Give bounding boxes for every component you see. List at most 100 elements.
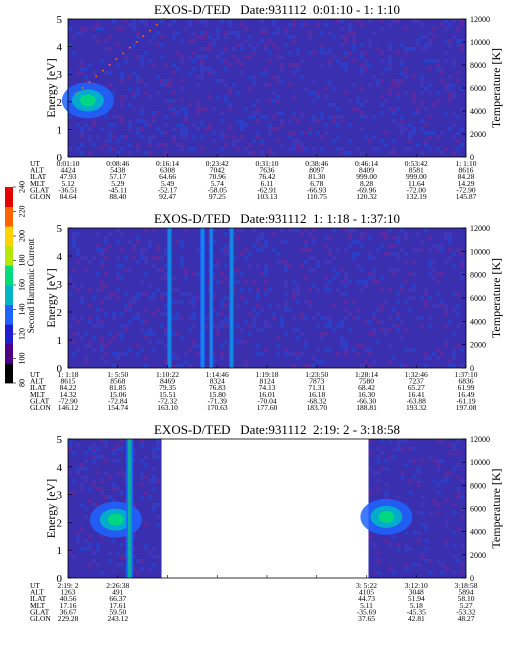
spectrogram-cell bbox=[156, 555, 160, 559]
spectrogram-cell bbox=[128, 23, 132, 27]
spectrogram-cell bbox=[276, 352, 280, 356]
spectrogram-cell bbox=[344, 300, 348, 304]
spectrogram-cell bbox=[180, 143, 184, 147]
spectrogram-cell bbox=[280, 79, 284, 83]
spectrogram-cell bbox=[268, 304, 272, 308]
spectrogram-cell bbox=[192, 272, 196, 276]
spectrogram-cell bbox=[112, 316, 116, 320]
spectrogram-cell bbox=[240, 228, 244, 232]
spectrogram-cell bbox=[212, 71, 216, 75]
spectrogram-cell bbox=[164, 151, 168, 155]
spectrogram-cell bbox=[116, 459, 120, 463]
spectrogram-cell bbox=[308, 268, 312, 272]
spectrogram-cell bbox=[216, 324, 220, 328]
spectrogram-cell bbox=[456, 491, 461, 495]
spectrogram-cell bbox=[328, 47, 332, 51]
spectrogram-cell bbox=[164, 63, 168, 67]
spectrogram-cell bbox=[132, 555, 136, 559]
spectrogram-cell bbox=[96, 244, 100, 248]
spectrogram-cell bbox=[100, 439, 104, 443]
spectrogram-cell bbox=[228, 127, 232, 131]
spectrogram-cell bbox=[452, 356, 456, 360]
spectrogram-cell bbox=[456, 147, 460, 151]
spectrogram-cell bbox=[424, 304, 428, 308]
spectrogram-cell bbox=[372, 268, 376, 272]
spectrogram-cell bbox=[372, 328, 376, 332]
spectrogram-cell bbox=[456, 324, 460, 328]
spectrogram-cell bbox=[460, 507, 465, 511]
table-cell: 8124 bbox=[260, 377, 275, 386]
spectrogram-cell bbox=[356, 19, 360, 23]
spectrogram-cell bbox=[160, 79, 164, 83]
spectrogram-cell bbox=[336, 272, 340, 276]
spectrogram-cell bbox=[420, 316, 424, 320]
table-row-label: GLON bbox=[30, 403, 51, 412]
spectrogram-cell bbox=[292, 35, 296, 39]
spectrogram-cell bbox=[296, 288, 300, 292]
spectrogram-cell bbox=[324, 236, 328, 240]
spectrogram-cell bbox=[192, 39, 196, 43]
spectrogram-cell bbox=[444, 539, 449, 543]
spectrogram-cell bbox=[404, 328, 408, 332]
y-tick-label: 2 bbox=[57, 97, 63, 109]
table-cell: 14.32 bbox=[60, 390, 77, 399]
spectrogram-cell bbox=[172, 63, 176, 67]
spectrogram-cell bbox=[448, 451, 453, 455]
table-cell: 42.81 bbox=[408, 614, 425, 623]
spectrogram-cell bbox=[132, 451, 136, 455]
table-cell: 0:31:10 bbox=[256, 159, 279, 168]
spectrogram-cell bbox=[228, 31, 232, 35]
table-cell: 1263 bbox=[61, 588, 76, 597]
spectrogram-cell bbox=[160, 83, 164, 87]
spectrogram-cell bbox=[96, 27, 100, 31]
spectrogram-cell bbox=[336, 107, 340, 111]
table-cell: 5.74 bbox=[211, 179, 224, 188]
spectrogram-cell bbox=[120, 491, 124, 495]
spectrogram-cell bbox=[448, 248, 452, 252]
spectrogram-cell bbox=[148, 332, 152, 336]
spectrogram-cell bbox=[128, 103, 132, 107]
spectrogram-cell bbox=[324, 316, 328, 320]
spectrogram-cell bbox=[448, 127, 452, 131]
spectrogram-cell bbox=[304, 364, 308, 368]
spectrogram-cell bbox=[196, 352, 200, 356]
y2-axis-label: Temperature [K] bbox=[489, 258, 503, 338]
spectrogram-cell bbox=[156, 91, 160, 95]
spectrogram-cell bbox=[340, 35, 344, 39]
spectrogram-cell bbox=[360, 43, 364, 47]
spectrogram-cell bbox=[324, 260, 328, 264]
spectrogram-cell bbox=[80, 487, 84, 491]
spectrogram-cell bbox=[192, 123, 196, 127]
spectrogram-cell bbox=[328, 248, 332, 252]
spectrogram-cell bbox=[216, 332, 220, 336]
spectrogram-cell bbox=[364, 59, 368, 63]
table-row-label: GLAT bbox=[30, 607, 50, 616]
spectrogram-cell bbox=[160, 292, 164, 296]
spectrogram-cell bbox=[460, 264, 464, 268]
spectrogram-trace-point bbox=[155, 23, 158, 26]
spectrogram-cell bbox=[460, 43, 464, 47]
spectrogram-cell bbox=[392, 308, 396, 312]
spectrogram-cell bbox=[132, 107, 136, 111]
spectrogram-cell bbox=[460, 107, 464, 111]
spectrogram-cell bbox=[180, 316, 184, 320]
spectrogram-cell bbox=[388, 328, 392, 332]
spectrogram-cell bbox=[156, 447, 160, 451]
spectrogram-cell bbox=[368, 332, 372, 336]
spectrogram-cell bbox=[76, 71, 80, 75]
spectrogram-cell bbox=[100, 356, 104, 360]
spectrogram-cell bbox=[148, 296, 152, 300]
spectrogram-cell bbox=[404, 47, 408, 51]
spectrogram-cell bbox=[76, 232, 80, 236]
spectrogram-cell bbox=[444, 19, 448, 23]
y2-tick-label: 6000 bbox=[470, 294, 486, 303]
spectrogram-cell bbox=[328, 59, 332, 63]
spectrogram-cell bbox=[432, 499, 437, 503]
spectrogram-cell bbox=[188, 147, 192, 151]
spectrogram-cell bbox=[104, 236, 108, 240]
spectrogram-cell bbox=[144, 19, 148, 23]
spectrogram-cell bbox=[456, 495, 461, 499]
spectrogram-cell bbox=[80, 316, 84, 320]
spectrogram-cell bbox=[120, 135, 124, 139]
spectrogram-cell bbox=[408, 308, 412, 312]
